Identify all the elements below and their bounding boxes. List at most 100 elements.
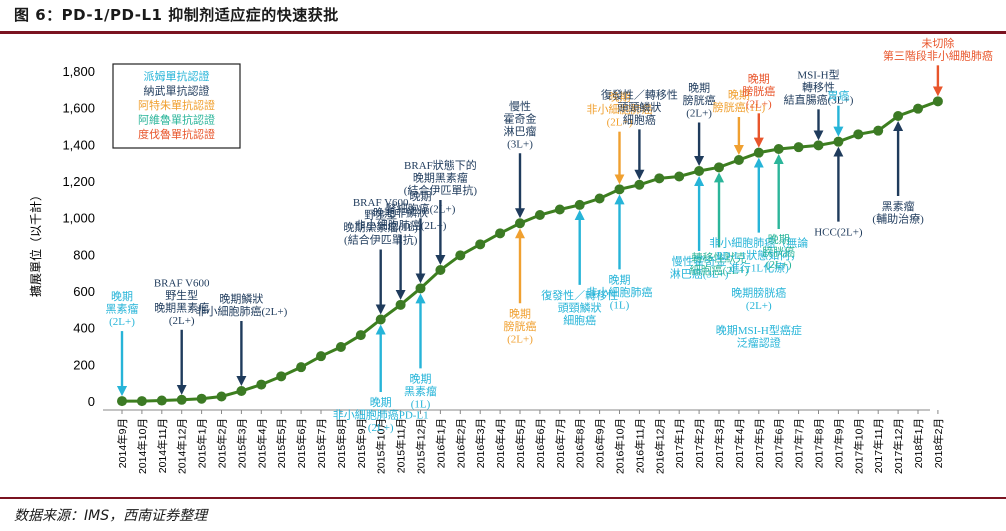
x-tick-label: 2016年7月 <box>554 418 567 468</box>
annotation-text: 晚期鱗狀 <box>219 292 263 306</box>
x-tick-label: 2018年2月 <box>932 418 945 468</box>
figure-title: 图 6：PD-1/PD-L1 抑制剂适应症的快速获批 <box>14 6 339 24</box>
x-tick-label: 2015年4月 <box>255 418 268 468</box>
annotation-text: 晚期 <box>609 91 631 104</box>
data-point <box>873 125 884 136</box>
annotation-text: (2L+) <box>169 315 195 327</box>
x-tick-label: 2016年6月 <box>534 418 547 468</box>
annotation-text: (結合伊匹單抗) <box>344 233 418 247</box>
annotation-text: BRAF V600 <box>353 197 409 209</box>
data-point <box>475 239 486 250</box>
y-tick-label: 1,800 <box>62 64 95 79</box>
annotation-text: MSI-H型 <box>797 67 839 81</box>
x-tick-label: 2015年1月 <box>196 418 209 468</box>
data-point <box>893 111 904 121</box>
source-rule <box>0 497 1006 499</box>
data-point <box>714 162 724 173</box>
annotation-text: 結直腸癌(3L+) <box>784 92 854 106</box>
y-axis-title: 擴展單位（以千計） <box>28 189 43 297</box>
data-point <box>694 166 705 176</box>
data-point <box>594 193 605 204</box>
x-tick-label: 2016年8月 <box>574 418 587 468</box>
x-tick-label: 2017年2月 <box>693 418 706 468</box>
data-point <box>853 129 864 140</box>
data-point <box>216 391 227 402</box>
data-point <box>793 142 804 153</box>
y-tick-label: 1,000 <box>62 211 95 226</box>
annotation-text: 復發性／轉移性 <box>541 288 618 302</box>
annotation-text: (1L) <box>411 398 431 410</box>
annotation-text: 非小細胞肺癌(2L+) <box>355 218 447 232</box>
x-tick-label: 2016年9月 <box>594 418 607 468</box>
annotation-text: 轉移性 <box>802 80 835 94</box>
data-point <box>515 218 525 229</box>
data-point <box>395 299 406 310</box>
data-point <box>634 179 645 190</box>
line-chart: 0 200 400 600 800 1,000 1,200 1,400 1,600 1,800 擴展… <box>28 36 993 474</box>
data-point <box>574 199 585 210</box>
x-tick-label: 2015年2月 <box>216 418 229 468</box>
annotation-text: 晚期 <box>410 372 432 385</box>
x-tick-label: 2015年11月 <box>395 418 408 473</box>
x-tick-label: 2016年5月 <box>514 418 527 468</box>
data-point <box>156 395 167 406</box>
x-tick-label: 2015年9月 <box>355 418 368 468</box>
annotation-text: 黑素瘤 <box>404 384 437 398</box>
x-tick-label: 2015年12月 <box>415 418 428 474</box>
x-tick-label: 2017年6月 <box>773 418 786 468</box>
y-tick-label: 200 <box>73 357 95 372</box>
data-point <box>355 330 366 341</box>
x-tick-label: 2015年5月 <box>275 418 288 468</box>
annotation-text: 膀胱癌 <box>504 319 537 333</box>
annotation-text: 淋巴癌(3L+) <box>670 267 729 281</box>
y-tick-label: 400 <box>73 321 95 336</box>
data-point <box>375 314 386 325</box>
data-point <box>316 351 326 362</box>
x-tick-label: 2017年3月 <box>713 418 726 468</box>
title-rule <box>0 31 1006 34</box>
data-point <box>833 136 844 147</box>
data-point <box>236 386 247 396</box>
annotation-text: 腎細胞癌(2L+) <box>386 201 456 215</box>
data-point <box>435 265 446 275</box>
annotation-text: 頭頸鱗狀 <box>617 100 661 114</box>
x-tick-label: 2015年3月 <box>235 418 248 468</box>
annotation-text: 霍奇金 <box>504 111 537 125</box>
data-point <box>117 396 127 407</box>
source-note: 数据来源：IMS，西南证券整理 <box>14 508 208 524</box>
annotation-text: 頭頸鱗狀 <box>558 300 602 314</box>
data-point <box>614 184 625 195</box>
annotation-text: (2L+) <box>368 422 394 434</box>
y-tick-label: 800 <box>73 247 95 262</box>
annotation-text: 晚期黑素瘤(1L) <box>343 220 418 234</box>
annotation-text: 晚期 <box>748 72 770 85</box>
x-tick-label: 2015年7月 <box>315 418 328 468</box>
annotation-text: (3L+) <box>507 138 533 150</box>
annotation-text: BRAF狀態下的 <box>404 158 477 172</box>
annotation-text: 轉移性默克 <box>692 250 747 264</box>
annotation-text: 晚期 <box>768 233 790 246</box>
annotation-text: 晚期 <box>370 396 392 409</box>
annotation-text: 細胞癌(2L+) <box>690 263 749 277</box>
annotation-text: 慢性霍奇金 <box>672 254 727 268</box>
annotation-text: (輔助治療) <box>872 212 924 226</box>
annotation-text: (2L+) <box>109 316 135 328</box>
annotation-text: 晚期 <box>111 290 133 303</box>
x-tick-label: 2017年7月 <box>793 418 806 468</box>
y-tick-label: 1,200 <box>62 174 95 189</box>
x-tick-label: 2014年11月 <box>156 418 169 473</box>
data-point <box>296 362 307 373</box>
annotation-text: PD-L1狀態如何， <box>716 248 801 262</box>
x-tick-label: 2017年1月 <box>673 418 686 468</box>
data-point <box>733 155 744 165</box>
y-tick-label: 600 <box>73 284 95 299</box>
annotation-text: 泛瘤認證 <box>737 336 781 350</box>
x-tick-label: 2016年11月 <box>633 418 646 473</box>
x-tick-label: 2016年3月 <box>474 418 487 468</box>
x-tick-label: 2014年9月 <box>116 418 129 468</box>
annotation-text: 野生型 <box>364 208 397 222</box>
data-point <box>256 379 267 390</box>
data-point <box>534 210 545 220</box>
annotation-text: (2L+) <box>766 259 792 271</box>
annotation-text: 膀胱癌 <box>742 84 775 98</box>
